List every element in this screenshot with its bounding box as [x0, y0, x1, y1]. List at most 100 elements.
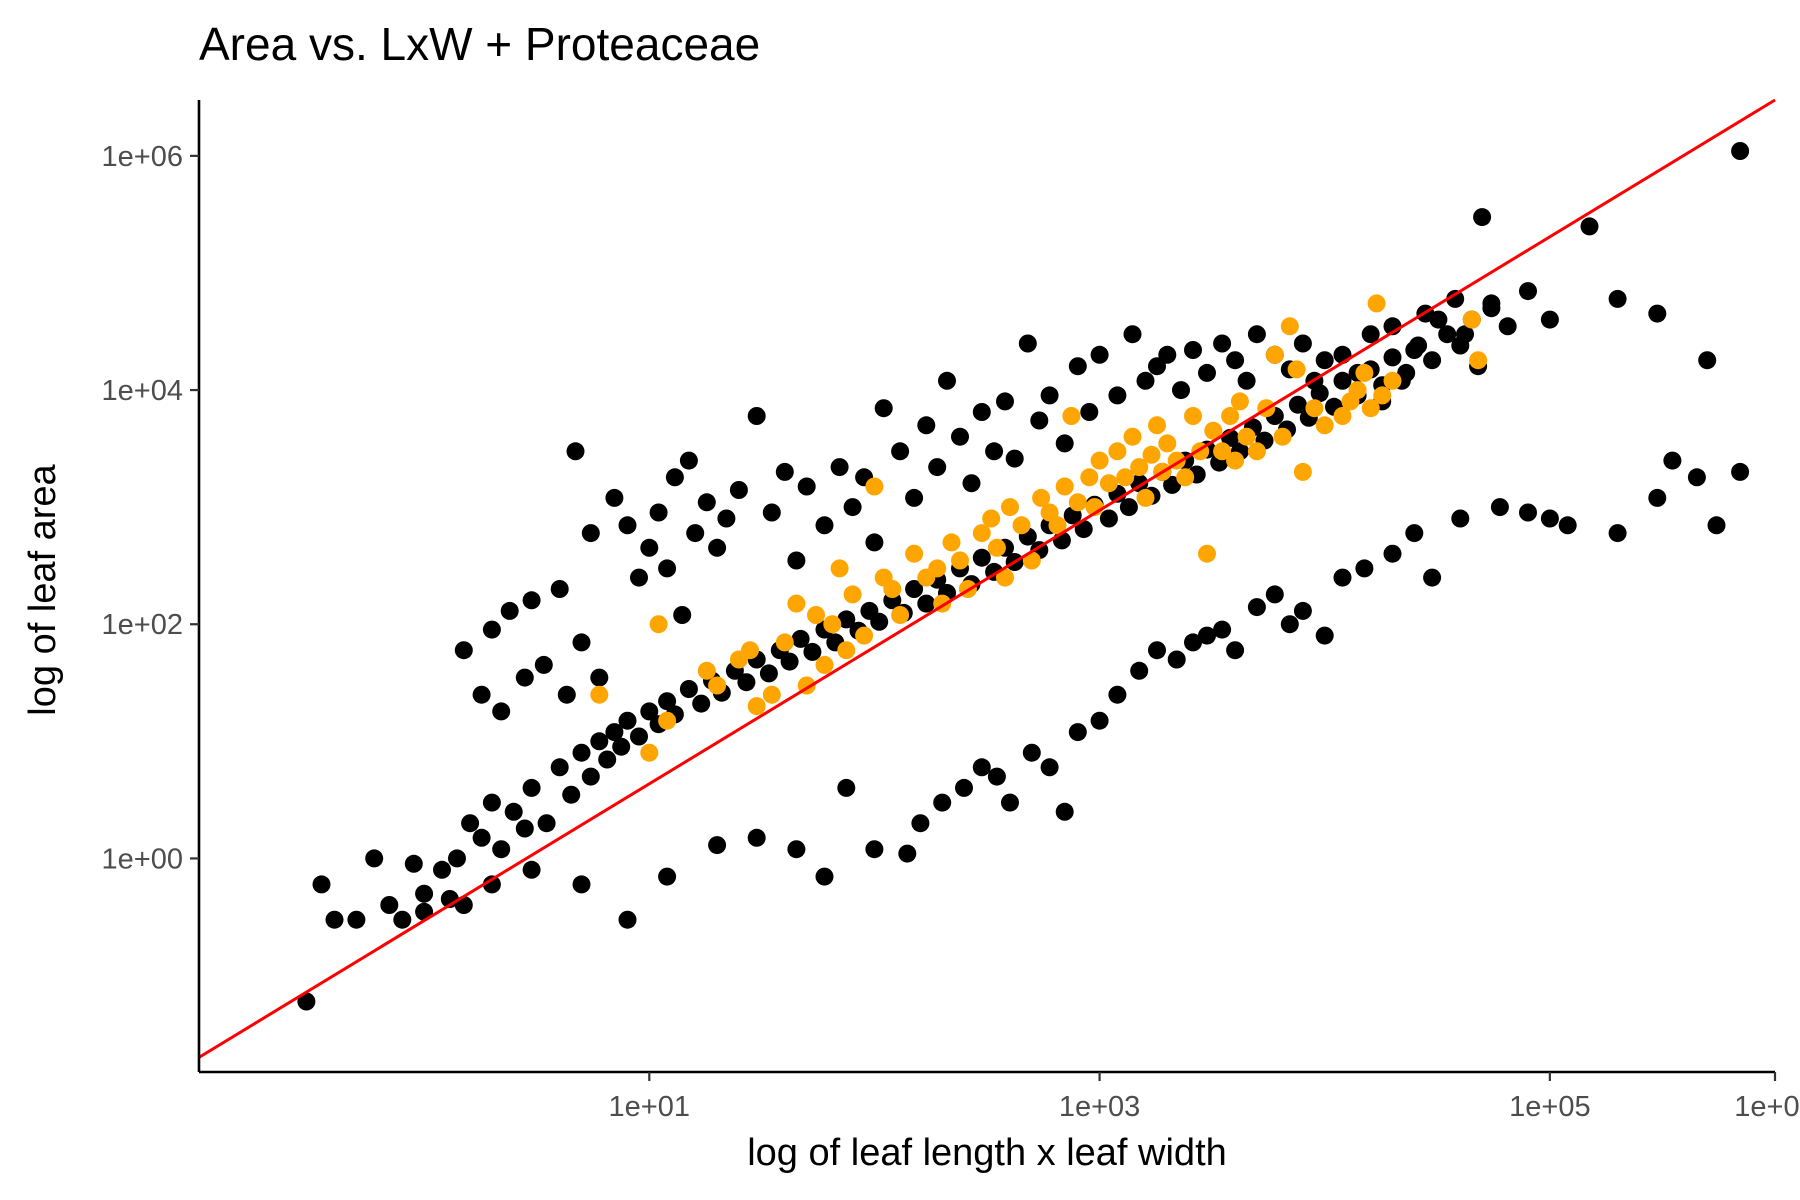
data-point — [1237, 427, 1256, 446]
data-point — [658, 867, 677, 886]
data-point — [787, 840, 806, 859]
data-point — [482, 793, 501, 812]
data-point — [762, 685, 781, 704]
data-point — [1226, 451, 1245, 470]
data-point — [522, 860, 541, 879]
data-point — [815, 655, 834, 674]
data-point — [987, 538, 1006, 557]
data-point — [787, 594, 806, 613]
data-point — [618, 910, 637, 929]
data-point — [1648, 304, 1667, 323]
data-point — [870, 612, 889, 631]
data-point — [1176, 468, 1195, 487]
data-point — [415, 884, 434, 903]
data-point — [500, 601, 519, 620]
data-point — [1148, 641, 1166, 660]
data-point — [612, 737, 631, 756]
data-point — [1080, 468, 1099, 487]
data-point — [1333, 371, 1352, 390]
data-point — [962, 474, 981, 493]
data-point — [640, 743, 659, 762]
data-point — [1288, 395, 1307, 414]
data-point — [911, 814, 930, 833]
data-point — [1204, 421, 1223, 440]
data-point — [1148, 416, 1166, 435]
data-point — [1580, 217, 1599, 236]
data-point — [393, 910, 412, 929]
data-point — [996, 568, 1014, 587]
data-point — [1184, 407, 1202, 425]
data-point — [729, 481, 748, 499]
data-point — [1213, 442, 1232, 461]
data-point — [1648, 488, 1667, 507]
data-point — [1001, 498, 1019, 517]
data-point — [928, 559, 947, 578]
data-point — [1519, 282, 1537, 301]
data-point — [1108, 442, 1127, 461]
data-point — [1305, 399, 1324, 418]
data-point — [630, 727, 648, 746]
data-point — [605, 723, 624, 742]
data-point — [572, 743, 591, 762]
data-point — [1055, 802, 1074, 821]
data-point — [1230, 392, 1249, 411]
y-axis-ticks: 1e+00 1e+02 1e+04 1e+06 — [102, 141, 199, 875]
data-point — [1446, 289, 1465, 308]
data-point — [1136, 488, 1155, 507]
data-point — [1731, 462, 1750, 481]
data-point — [1123, 427, 1142, 446]
y-tick-label: 1e+06 — [102, 141, 183, 173]
data-point — [1237, 371, 1256, 390]
data-point — [482, 620, 501, 639]
data-point — [1490, 498, 1509, 517]
x-axis-ticks: 1e+01 1e+03 1e+05 1e+07 — [609, 1072, 1800, 1123]
data-point — [1090, 711, 1109, 730]
data-point — [1265, 585, 1284, 604]
data-point — [1012, 516, 1031, 535]
data-point — [515, 819, 534, 838]
data-point — [803, 642, 822, 661]
data-point — [837, 778, 856, 797]
data-point — [504, 802, 523, 821]
data-point — [1068, 357, 1087, 376]
data-point — [1119, 498, 1138, 517]
data-point — [933, 793, 952, 812]
data-point — [1280, 615, 1299, 634]
data-point — [640, 702, 659, 721]
data-point — [515, 668, 534, 687]
data-point — [1158, 345, 1177, 364]
data-point — [1247, 442, 1266, 461]
data-point — [347, 910, 366, 929]
data-point — [942, 533, 961, 552]
data-point — [297, 992, 316, 1011]
data-point — [665, 468, 684, 487]
data-point — [1429, 310, 1448, 329]
data-point — [874, 399, 893, 418]
data-point — [1158, 434, 1177, 453]
data-point — [1383, 371, 1402, 390]
points-layer — [297, 142, 1750, 1011]
data-point — [649, 503, 668, 522]
data-point — [1090, 451, 1109, 470]
data-point — [1333, 568, 1352, 587]
data-point — [472, 685, 491, 704]
data-point — [717, 509, 736, 528]
data-point — [1226, 641, 1245, 660]
data-point — [448, 849, 466, 868]
data-point — [708, 836, 727, 855]
data-point — [1136, 371, 1155, 390]
x-tick-label: 1e+05 — [1509, 1091, 1590, 1123]
data-point — [951, 551, 969, 570]
chart-title: Area vs. LxW + Proteaceae — [199, 18, 760, 70]
data-point — [433, 860, 451, 879]
data-point — [1687, 468, 1706, 487]
data-point — [1383, 348, 1402, 367]
data-point — [1099, 474, 1118, 493]
data-point — [492, 702, 511, 721]
data-point — [972, 548, 991, 567]
data-point — [1198, 626, 1216, 645]
data-point — [865, 533, 884, 552]
data-point — [1405, 524, 1424, 543]
data-point — [1423, 568, 1442, 587]
data-point — [590, 668, 609, 687]
